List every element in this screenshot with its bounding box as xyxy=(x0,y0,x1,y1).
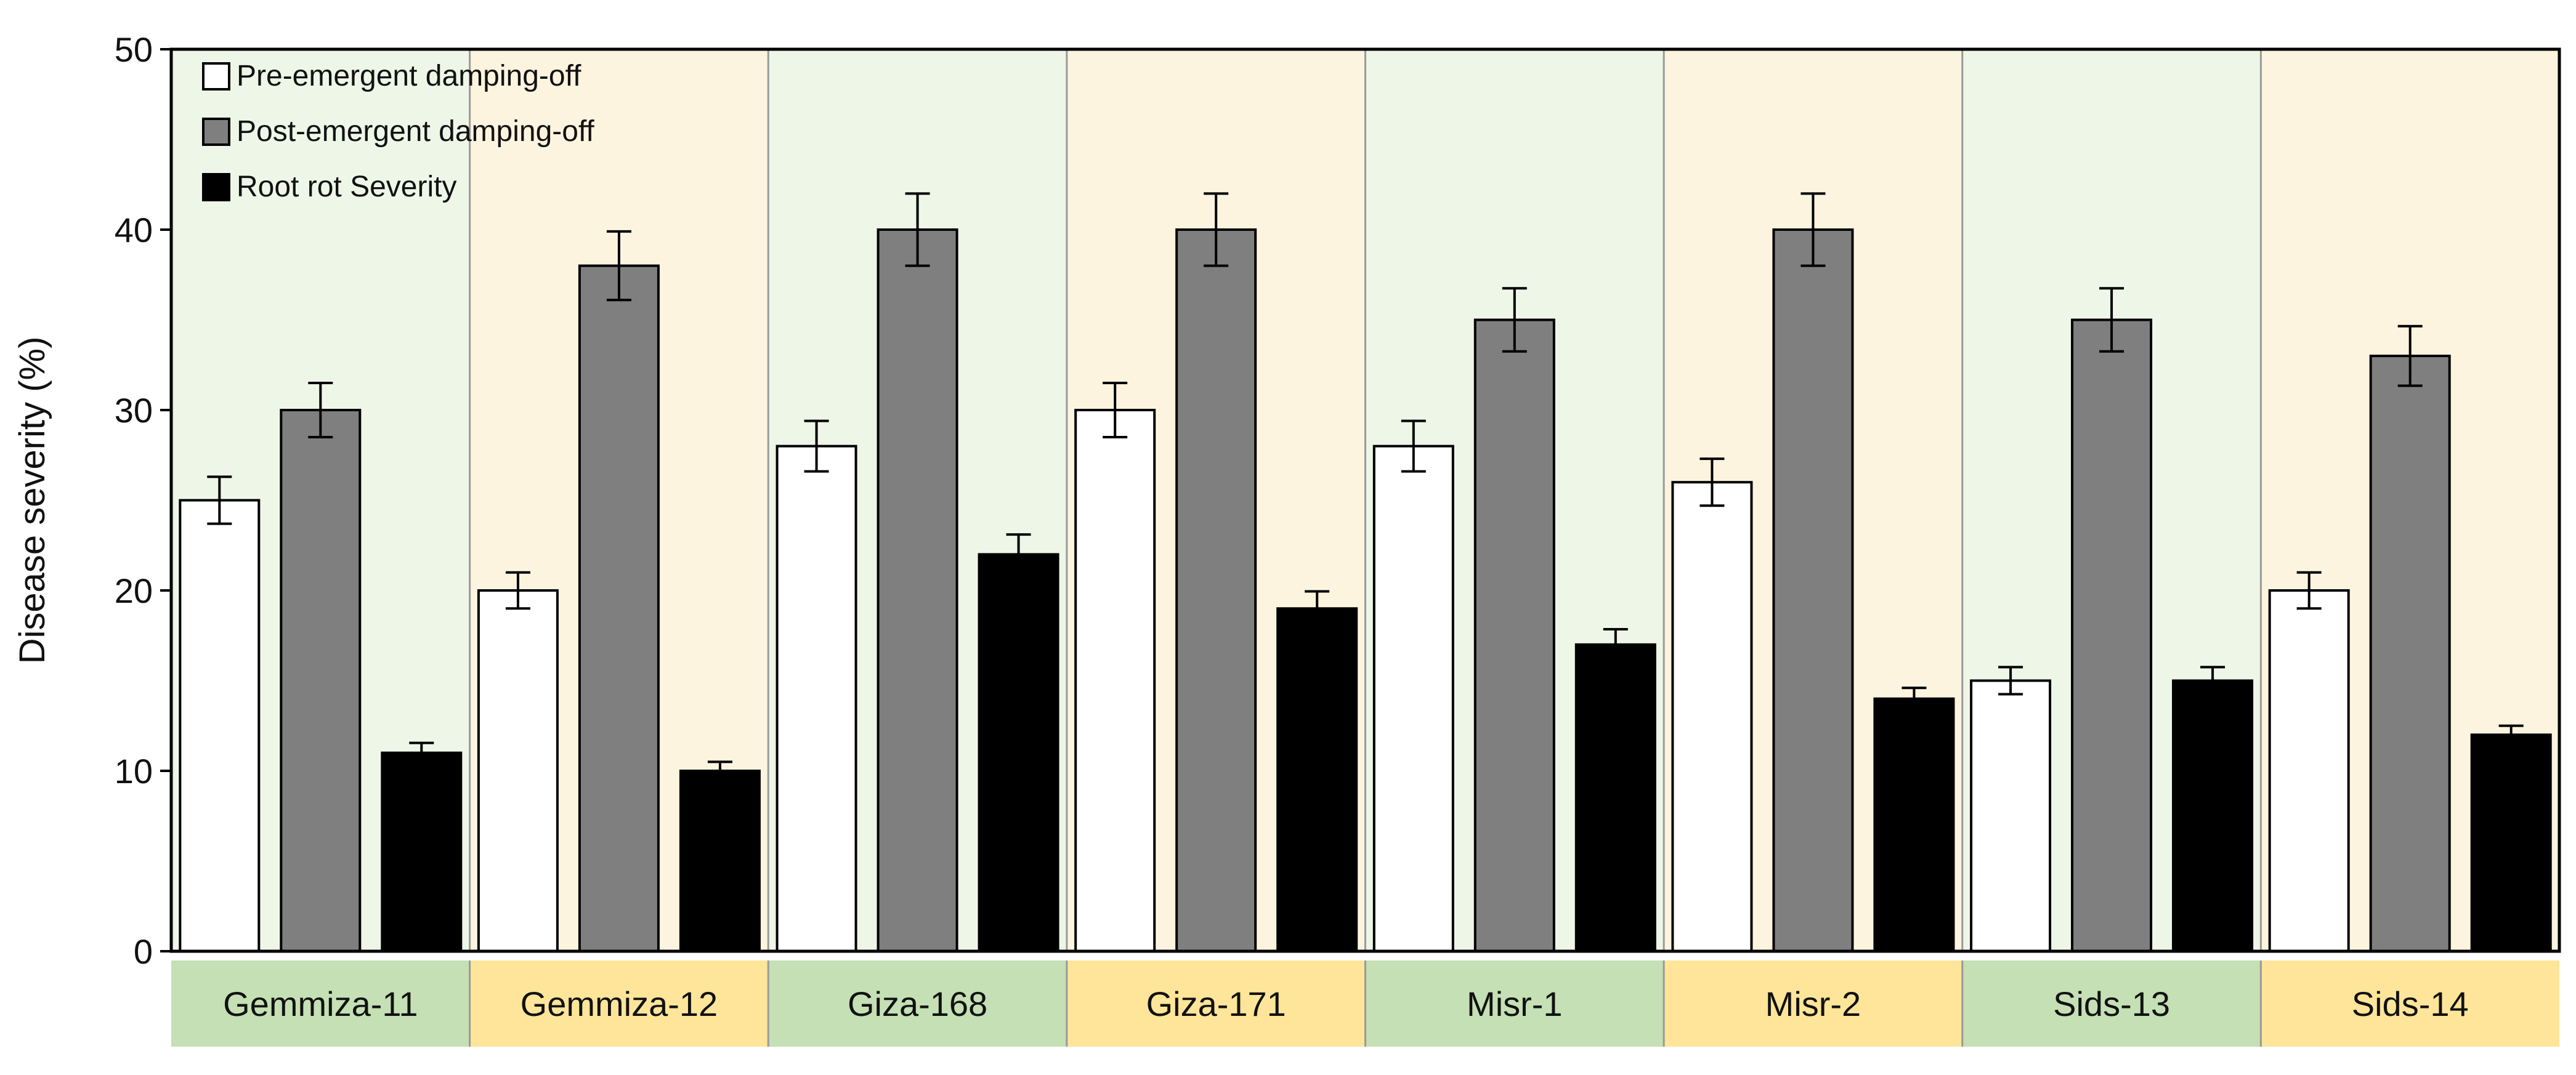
bar xyxy=(2268,589,2350,952)
bar xyxy=(877,228,958,952)
bar xyxy=(1772,228,1854,952)
category-label: Sids-13 xyxy=(2053,984,2170,1023)
category-label: Gemmiza-11 xyxy=(223,984,418,1023)
y-axis-title: Disease severity (%) xyxy=(12,337,52,664)
category-label: Sids-14 xyxy=(2352,984,2469,1023)
bar xyxy=(1873,697,1955,953)
error-bars xyxy=(207,192,2524,781)
y-tick-label: 40 xyxy=(115,211,153,249)
bar xyxy=(2470,733,2552,953)
bar xyxy=(1074,409,1156,952)
y-tick-label: 50 xyxy=(115,30,153,69)
category-label-box xyxy=(469,960,769,1047)
bar xyxy=(1276,607,1358,952)
legend-swatch xyxy=(202,118,230,146)
category-separators xyxy=(469,49,2262,951)
bar xyxy=(679,770,761,952)
y-tick-label: 0 xyxy=(134,932,153,971)
bar xyxy=(381,751,463,952)
category-label: Giza-171 xyxy=(1146,984,1286,1023)
category-label-box xyxy=(1066,960,1366,1047)
legend-swatch xyxy=(202,62,230,91)
bar xyxy=(2369,355,2451,952)
bar xyxy=(2172,679,2254,952)
plot-frame xyxy=(169,47,2561,953)
y-tick-label: 30 xyxy=(115,391,153,430)
category-label-box xyxy=(768,960,1067,1047)
bar xyxy=(1574,643,1656,953)
category-label: Gemmiza-12 xyxy=(520,984,718,1023)
category-labels: Gemmiza-11 Gemmiza-12 Giza-168 Giza-171 Misr… xyxy=(171,960,2559,1047)
bar xyxy=(1372,445,1454,952)
category-label: Giza-168 xyxy=(848,984,987,1023)
category-label-box xyxy=(1664,960,1962,1047)
y-tick-label: 10 xyxy=(115,752,153,791)
legend-swatch xyxy=(202,173,230,201)
legend: Pre-emergent damping-off Post-emergent da… xyxy=(202,60,594,203)
bar xyxy=(1671,481,1753,952)
bar xyxy=(1473,318,1555,952)
category-label: Misr-2 xyxy=(1765,984,1861,1023)
bar xyxy=(776,445,857,952)
category-label-box xyxy=(1962,960,2261,1047)
bars xyxy=(179,228,2552,953)
bar xyxy=(280,409,362,952)
bar xyxy=(978,553,1059,952)
category-label-box xyxy=(2261,960,2559,1047)
bar xyxy=(1175,228,1257,952)
bar xyxy=(1970,679,2052,952)
legend-label: Pre-emergent damping-off xyxy=(237,60,581,92)
bar xyxy=(2071,318,2153,952)
bar xyxy=(578,264,660,953)
legend-label: Post-emergent damping-off xyxy=(237,115,594,148)
category-label-box xyxy=(171,960,470,1047)
y-axis: 0 10 20 30 40 50 xyxy=(115,30,171,971)
y-tick-label: 20 xyxy=(115,571,153,610)
bar xyxy=(477,589,559,952)
category-label: Misr-1 xyxy=(1467,984,1563,1023)
bar xyxy=(179,499,261,952)
legend-label: Root rot Severity xyxy=(237,171,456,203)
category-label-box xyxy=(1365,960,1664,1047)
